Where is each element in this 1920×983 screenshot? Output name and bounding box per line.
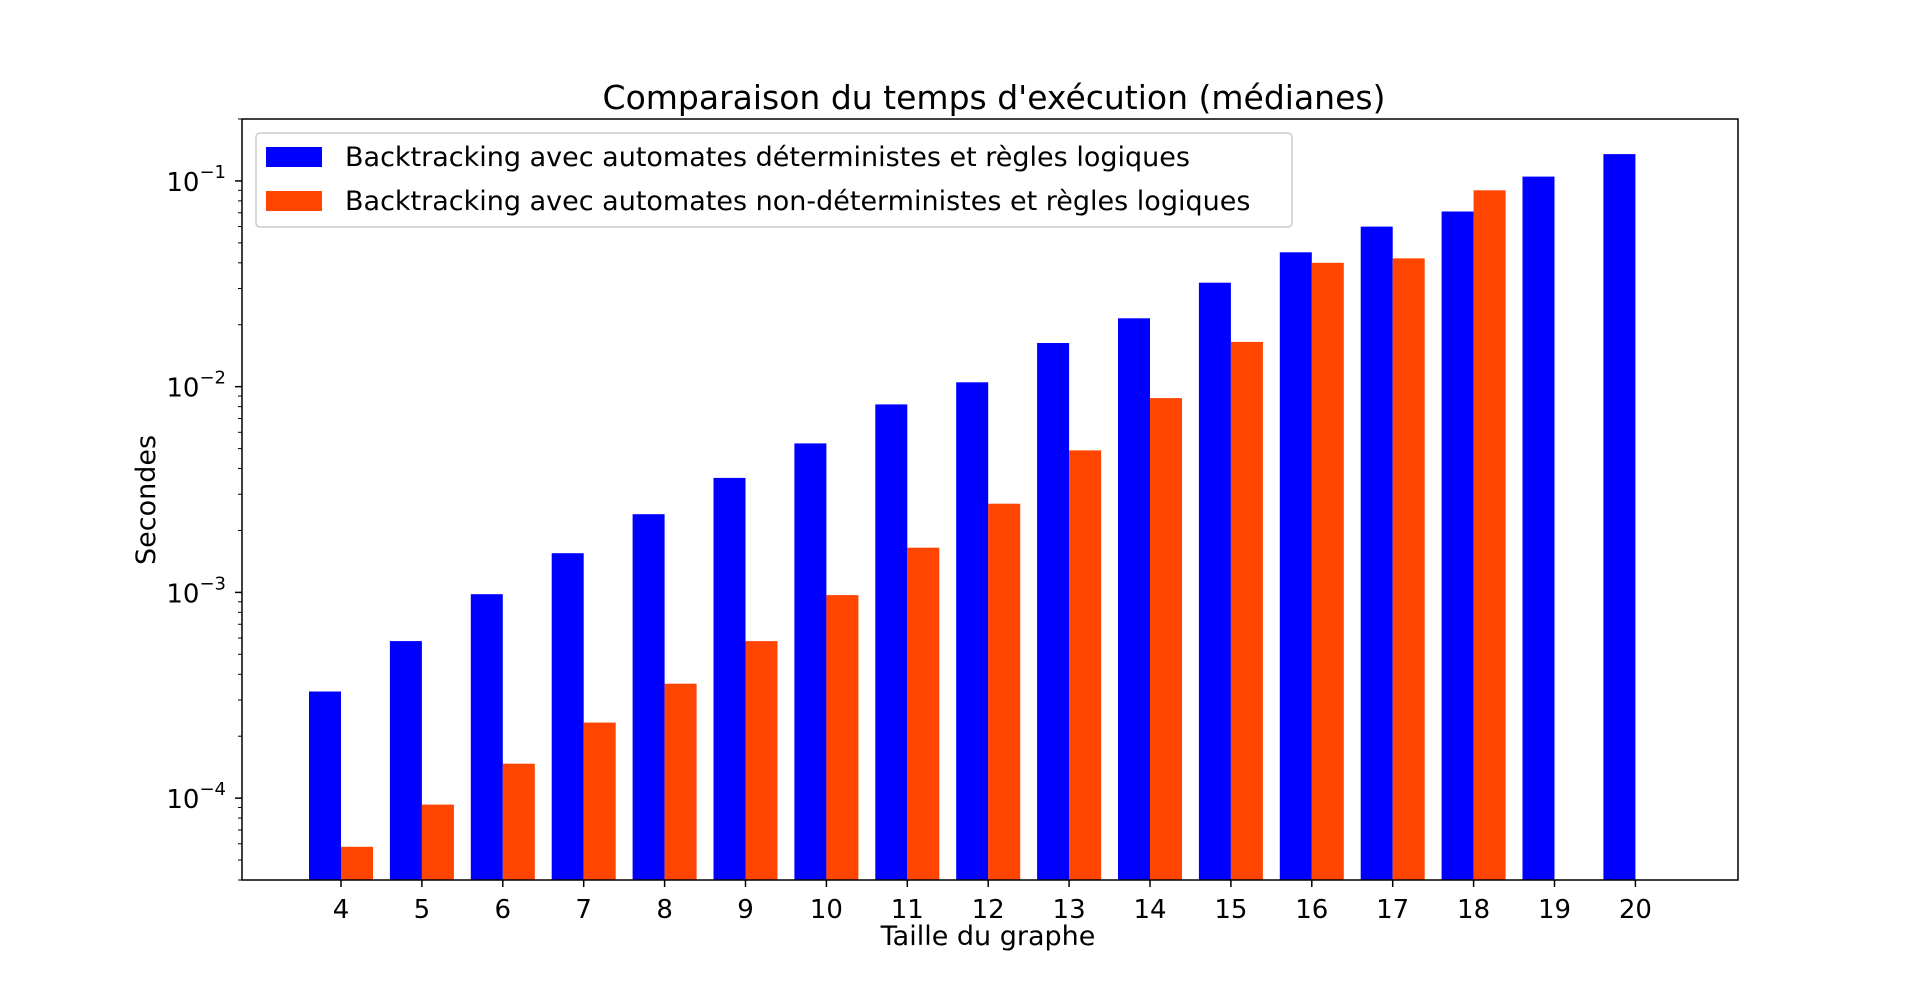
x-tick-label: 7: [575, 895, 592, 925]
bar-deterministic-18: [1441, 211, 1474, 880]
bar-deterministic-20: [1603, 154, 1636, 881]
bar-nondeterministic-6: [502, 763, 535, 880]
y-tick-label-base: 10: [166, 785, 199, 815]
x-axis-label: Taille du graphe: [880, 921, 1096, 952]
bar-nondeterministic-18: [1473, 190, 1506, 881]
x-tick-label: 15: [1214, 895, 1247, 925]
y-tick-label-exponent: −1: [199, 162, 226, 183]
bar-nondeterministic-15: [1230, 341, 1263, 880]
bar-nondeterministic-8: [664, 683, 697, 880]
x-axis: 4 5 6 7 8 9 10 11 12 13 14 15 16 17 18 19 20: [333, 880, 1652, 925]
bar-nondeterministic-9: [745, 641, 778, 880]
x-tick-label: 6: [495, 895, 512, 925]
legend-label-deterministic: Backtracking avec automates déterministe…: [345, 142, 1190, 173]
bar-nondeterministic-12: [988, 503, 1021, 880]
y-axis: 10−410−310−210−1: [166, 118, 242, 881]
bar-deterministic-13: [1037, 343, 1070, 880]
bar-nondeterministic-10: [826, 595, 859, 880]
x-tick-label: 12: [972, 895, 1005, 925]
bar-deterministic-6: [470, 594, 503, 880]
x-tick-label: 13: [1053, 895, 1086, 925]
x-tick-label: 14: [1133, 895, 1166, 925]
x-tick-label: 20: [1619, 895, 1652, 925]
bar-nondeterministic-5: [421, 804, 454, 880]
chart-title: Comparaison du temps d'exécution (médian…: [603, 78, 1386, 117]
y-tick-label: 10−1: [166, 162, 226, 198]
bar-deterministic-12: [956, 382, 989, 880]
bar-deterministic-19: [1522, 176, 1555, 881]
y-tick-label-exponent: −4: [199, 779, 226, 800]
bar-nondeterministic-11: [907, 547, 940, 880]
x-tick-label: 17: [1376, 895, 1409, 925]
bar-deterministic-4: [309, 691, 341, 880]
bar-deterministic-10: [794, 443, 827, 880]
legend-swatch-deterministic: [266, 147, 322, 167]
y-tick-label-exponent: −2: [199, 368, 226, 389]
x-tick-label: 16: [1295, 895, 1328, 925]
x-tick-label: 10: [810, 895, 843, 925]
bar-nondeterministic-17: [1392, 258, 1425, 880]
legend-swatch-nondeterministic: [266, 191, 322, 211]
bar-deterministic-17: [1360, 226, 1393, 881]
legend-label-nondeterministic: Backtracking avec automates non-détermin…: [345, 186, 1250, 217]
y-tick-label-base: 10: [166, 168, 199, 198]
bar-deterministic-9: [713, 477, 746, 880]
y-tick-label: 10−4: [166, 779, 226, 815]
y-axis-label: Secondes: [131, 435, 162, 565]
x-tick-label: 8: [656, 895, 673, 925]
x-tick-label: 4: [333, 895, 350, 925]
bar-deterministic-8: [632, 514, 665, 880]
y-tick-label-base: 10: [166, 374, 199, 404]
bar-deterministic-11: [875, 404, 908, 880]
bar-deterministic-5: [389, 641, 422, 880]
x-tick-label: 19: [1538, 895, 1571, 925]
y-tick-label: 10−2: [166, 368, 226, 404]
x-tick-label: 11: [891, 895, 924, 925]
bar-deterministic-7: [551, 553, 584, 880]
y-tick-label-base: 10: [166, 579, 199, 609]
bar-deterministic-14: [1118, 318, 1150, 880]
y-tick-label: 10−3: [166, 573, 226, 609]
x-tick-label: 5: [414, 895, 431, 925]
bar-nondeterministic-14: [1150, 398, 1182, 880]
bar-deterministic-15: [1198, 282, 1231, 880]
x-tick-label: 9: [737, 895, 754, 925]
bar-deterministic-16: [1279, 252, 1312, 881]
bar-nondeterministic-7: [583, 722, 616, 880]
bar-nondeterministic-13: [1069, 450, 1102, 880]
y-tick-label-exponent: −3: [199, 573, 226, 594]
bar-nondeterministic-16: [1311, 262, 1344, 880]
plot-frame: [241, 118, 1739, 881]
x-tick-label: 18: [1457, 895, 1490, 925]
bar-nondeterministic-4: [341, 846, 373, 880]
legend: Backtracking avec automates déterministe…: [255, 132, 1293, 228]
bars-group: [309, 154, 1636, 881]
legend-box: [255, 132, 1293, 228]
